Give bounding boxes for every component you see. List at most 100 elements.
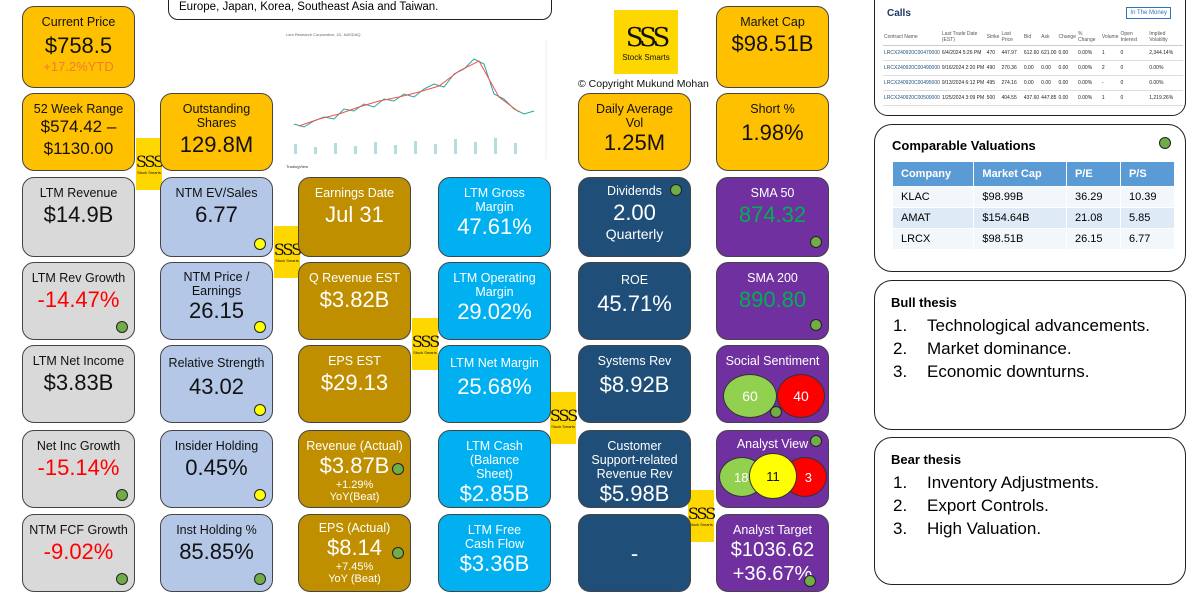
tile-earnings-date: Earnings Date Jul 31 xyxy=(298,177,411,257)
tile-value: $574.42 – $1130.00 xyxy=(40,117,117,158)
tile-label: SMA 200 xyxy=(747,271,798,285)
table-cell: LRCX240920C00490000 xyxy=(883,60,941,76)
bear-item: Inventory Adjustments. xyxy=(927,473,1099,492)
tile-label: LTM Revenue xyxy=(39,186,118,200)
tile-label: LTM Net Income xyxy=(32,354,125,368)
table-cell: 0.00 xyxy=(1057,90,1077,106)
stock-smarts-logo-main: SSS Stock Smarts xyxy=(614,10,678,74)
bull-title: Bull thesis xyxy=(891,295,957,310)
list-item: 3. High Valuation. xyxy=(893,519,1042,538)
tile-value: $3.36B xyxy=(459,551,530,576)
tile-ntm-pe: NTM Price / Earnings 26.15 xyxy=(160,262,273,340)
tile-label: 52 Week Range xyxy=(33,102,124,116)
status-dot xyxy=(1159,137,1171,149)
tile-ntm-fcf-growth: NTM FCF Growth -9.02% xyxy=(22,514,135,592)
table-cell: 0 xyxy=(1119,75,1149,91)
tile-label: Outstanding Shares xyxy=(182,102,251,130)
tile-value: 43.02 xyxy=(188,374,245,399)
table-cell: KLAC xyxy=(891,186,975,208)
table-cell: 0.00 xyxy=(1057,45,1077,61)
table-header-cell: Ask xyxy=(1040,29,1058,46)
table-header-cell: % Change xyxy=(1076,29,1101,46)
table-cell: 9/16/2024 2:20 PM xyxy=(940,60,986,76)
table-row: LRCX240920C00495000 9/13/2024 6:12 PM 495 2… xyxy=(883,75,1183,91)
tile-analyst-view: Analyst View 18 3 11 xyxy=(716,430,829,508)
tile-sma-50: SMA 50 874.32 xyxy=(716,177,829,257)
table-header-cell: Last Price xyxy=(1000,29,1023,46)
status-dot xyxy=(254,321,266,333)
tile-label: Market Cap xyxy=(740,15,805,29)
table-cell: - xyxy=(1100,75,1120,91)
tile-daily-avg-vol: Daily Average Vol 1.25M xyxy=(578,93,691,171)
comparable-table: Company Market Cap P/E P/S KLAC $98.99B 36.29 1… xyxy=(891,161,1176,250)
tile-value: $3.87B xyxy=(319,453,390,478)
table-header-cell: Implied Volatility xyxy=(1148,29,1183,46)
sentiment-negative: 40 xyxy=(777,374,825,418)
table-header-cell: Bid xyxy=(1022,29,1041,46)
table-cell: 2,344.14% xyxy=(1148,45,1183,61)
bear-list: 1. Inventory Adjustments. 2. Export Contro… xyxy=(893,471,1185,540)
tile-value: $5.98B xyxy=(599,481,670,506)
table-header-cell: Strike xyxy=(985,29,1001,46)
table-cell: 1/25/2024 3:09 PM xyxy=(940,90,986,106)
tile-label: Net Inc Growth xyxy=(36,439,121,453)
table-header-row: Company Market Cap P/E P/S xyxy=(891,161,1176,187)
list-item: 2. Export Controls. xyxy=(893,496,1049,515)
table-cell: 6.77 xyxy=(1119,228,1176,250)
calls-panel: Calls In The Money Contract Name Last Tra… xyxy=(874,0,1186,116)
tile-systems-rev: Systems Rev $8.92B xyxy=(578,345,691,423)
bull-item: Economic downturns. xyxy=(927,362,1090,381)
table-row: LRCX $98.51B 26.15 6.77 xyxy=(891,228,1176,250)
tile-market-cap: Market Cap $98.51B xyxy=(716,6,829,88)
tile-label: Q Revenue EST xyxy=(308,271,400,285)
table-cell: 36.29 xyxy=(1065,186,1121,208)
tile-value: $8.14 xyxy=(326,535,383,560)
bull-thesis-panel: Bull thesis 1. Technological advancements… xyxy=(874,280,1186,430)
table-cell: 1 xyxy=(1100,90,1120,106)
tile-label: Dividends xyxy=(607,184,662,198)
tile-label: Inst Holding % xyxy=(176,523,257,537)
tile-value: -15.14% xyxy=(37,455,120,480)
list-item: 1. Inventory Adjustments. xyxy=(893,473,1099,492)
table-cell: LRCX240920C00495000 xyxy=(883,75,941,91)
tile-inst-holding: Inst Holding % 85.85% xyxy=(160,514,273,592)
tile-eps-actual: EPS (Actual) $8.14 +7.45% YoY (Beat) xyxy=(298,514,411,592)
status-dot xyxy=(116,573,128,585)
tile-label: EPS (Actual) xyxy=(318,521,391,535)
tile-roe: ROE 45.71% xyxy=(578,262,691,340)
logo-text: Stock Smarts xyxy=(622,52,670,62)
list-item: 1. Technological advancements. xyxy=(893,316,1151,335)
status-dot xyxy=(254,573,266,585)
tile-net-inc-growth: Net Inc Growth -15.14% xyxy=(22,430,135,508)
tile-analyst-target: Analyst Target $1036.62 +36.67% xyxy=(716,514,829,592)
tile-value: 129.8M xyxy=(179,132,254,157)
table-header-cell: Last Trade Date (EST) xyxy=(940,29,986,46)
tile-sub: Quarterly xyxy=(605,226,664,242)
bear-item: High Valuation. xyxy=(927,519,1042,538)
table-header-cell: Company xyxy=(891,161,975,187)
tile-label: EPS EST xyxy=(328,354,381,368)
tile-value: 85.85% xyxy=(179,539,254,564)
status-dot xyxy=(254,489,266,501)
table-header-cell: Change xyxy=(1057,29,1077,46)
table-cell: 6/4/2024 5:26 PM xyxy=(940,45,986,61)
tile-label: LTM Cash (Balance Sheet) xyxy=(466,439,523,481)
tile-sma-200: SMA 200 890.80 xyxy=(716,262,829,340)
logo-icon: SSS Stock Smarts xyxy=(412,318,440,370)
table-cell: 26.15 xyxy=(1065,228,1121,250)
chart-caption: Lam Research Corporation, 1D, NASDAQ xyxy=(286,32,361,37)
tile-value: $8.92B xyxy=(599,372,670,397)
bear-item: Export Controls. xyxy=(927,496,1049,515)
comparable-valuations-panel: Comparable Valuations Company Market Cap P… xyxy=(874,124,1186,272)
tile-label: SMA 50 xyxy=(750,186,795,200)
tile-label: Analyst Target xyxy=(733,523,812,537)
tile-label: Customer Support-related Revenue Rev xyxy=(591,439,678,481)
table-cell: 21.08 xyxy=(1065,207,1121,229)
tile-value: 6.77 xyxy=(195,202,238,227)
tile-sub: +17.2%YTD xyxy=(43,59,114,74)
tile-label: Earnings Date xyxy=(314,186,395,200)
tile-ltm-rev-growth: LTM Rev Growth -14.47% xyxy=(22,262,135,340)
status-dot xyxy=(670,184,682,196)
tile-value: $758.5 xyxy=(44,33,113,58)
calls-tab[interactable]: In The Money xyxy=(1126,7,1171,19)
